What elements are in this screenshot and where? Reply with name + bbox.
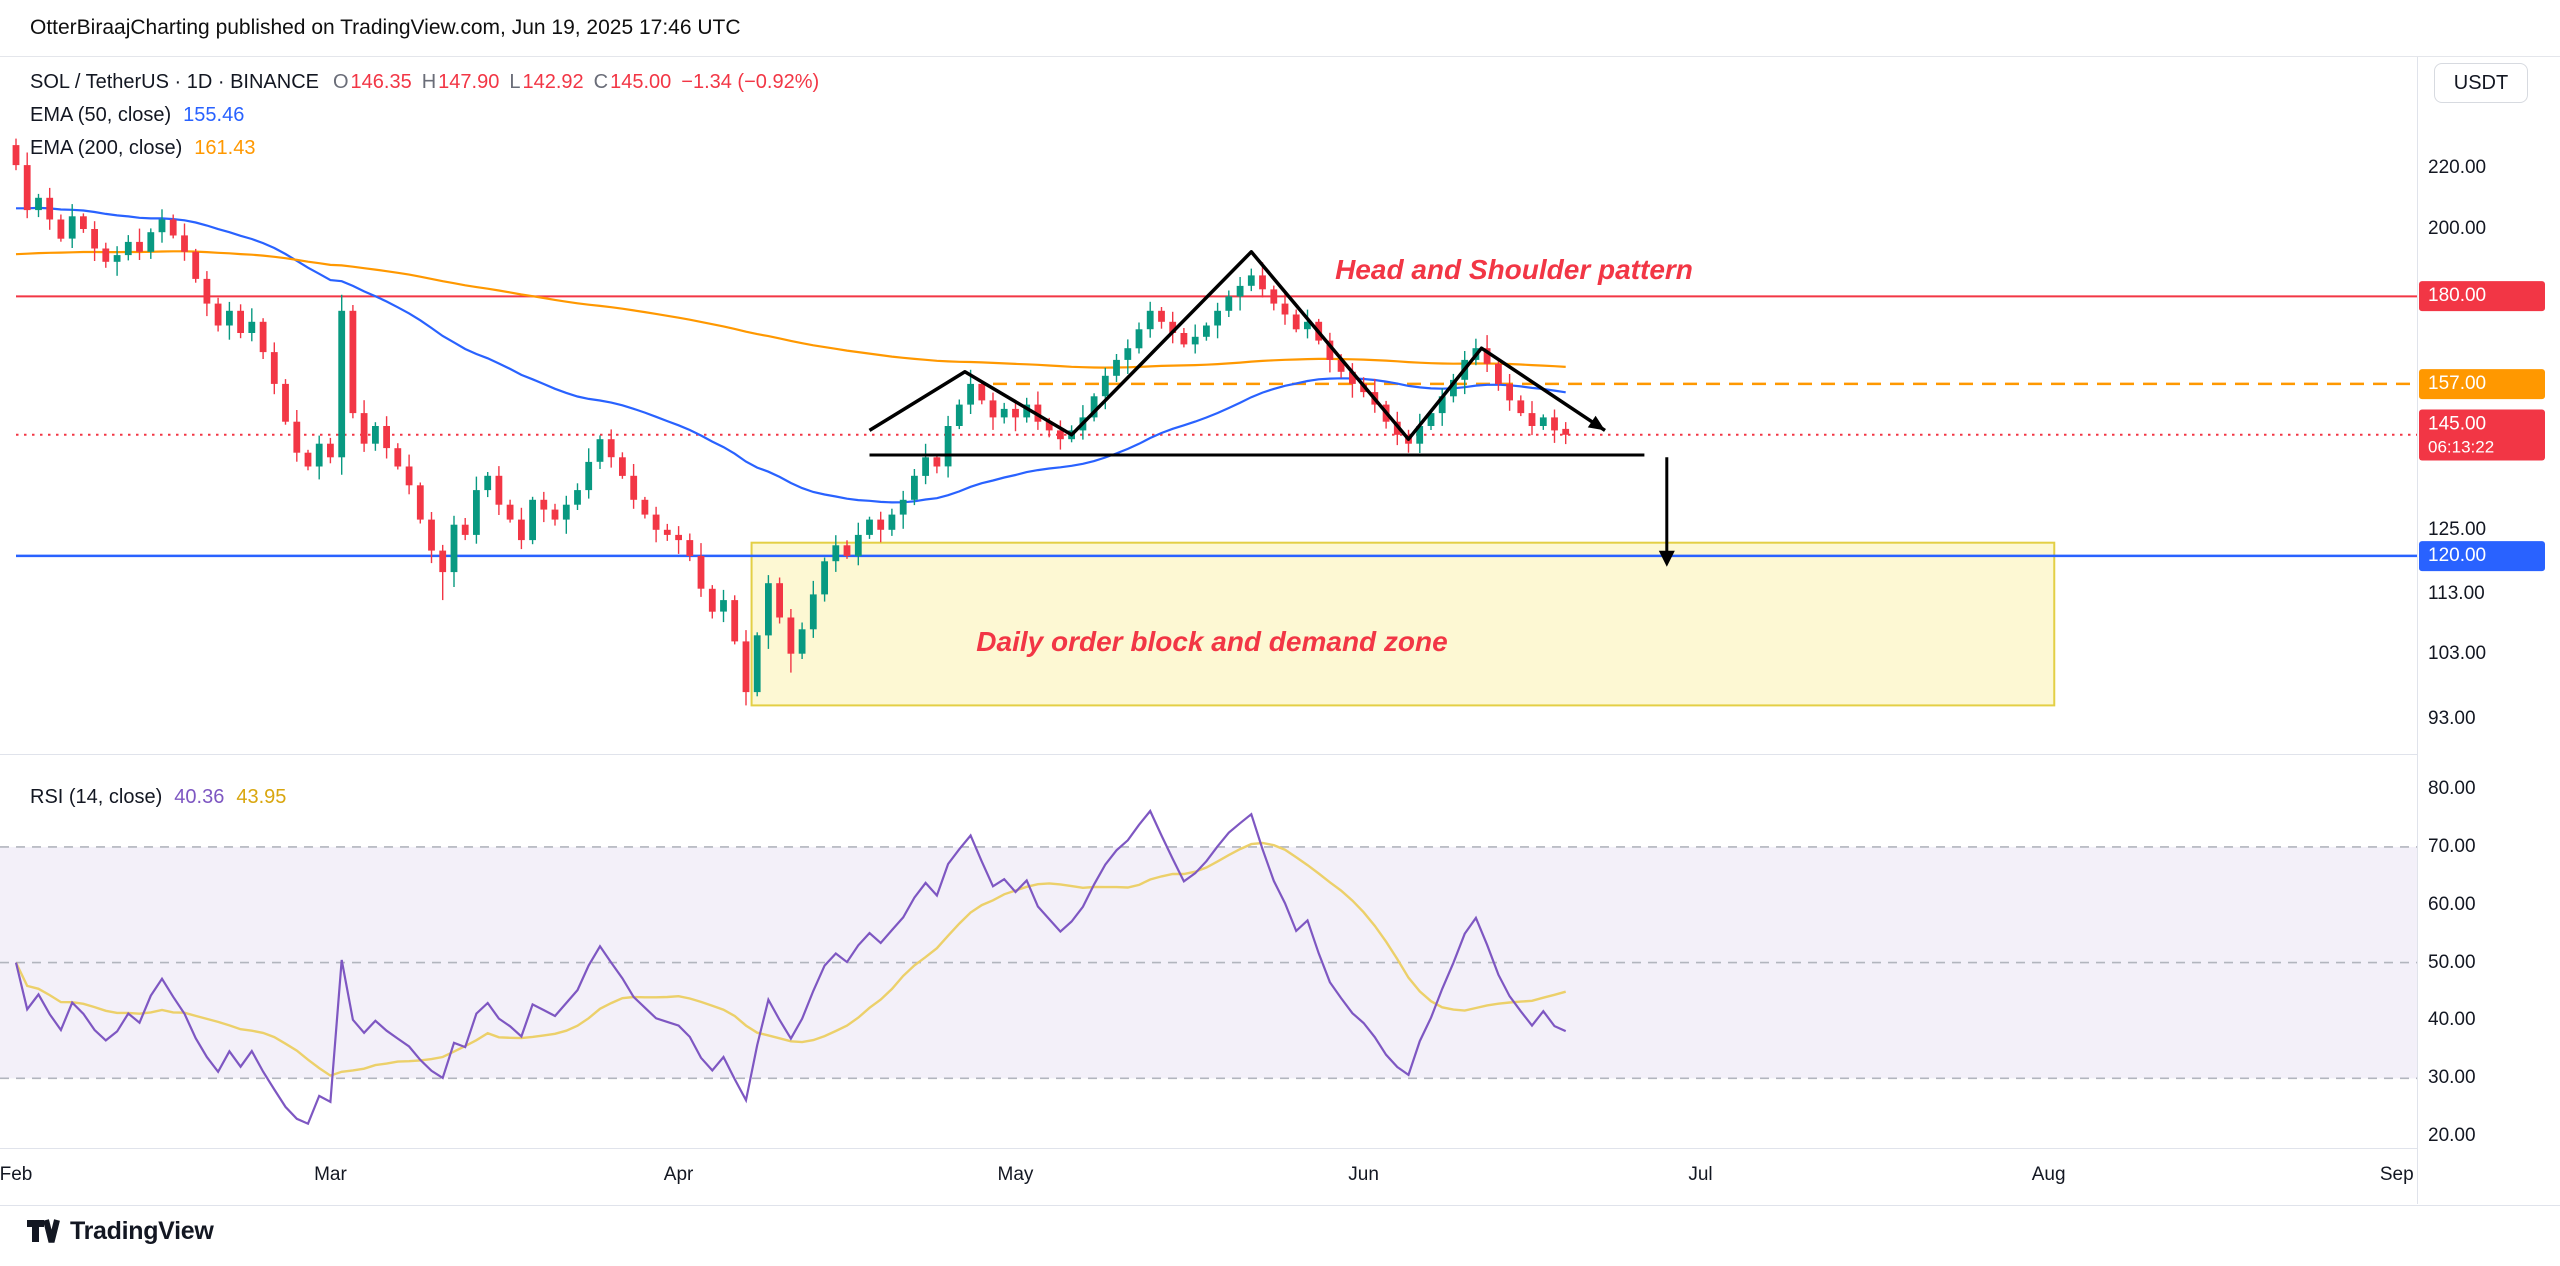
price-badge-145: 145.00 06:13:22: [2419, 409, 2545, 461]
ohlc-item-h: H 147.90: [421, 71, 500, 93]
attribution-bar: OtterBiraajCharting published on Trading…: [0, 0, 2560, 57]
rsi-axis-label-50: 50.00: [2428, 951, 2476, 973]
month-label-mar: Mar: [314, 1164, 347, 1185]
rsi-axis-label-20: 20.00: [2428, 1125, 2476, 1147]
ema200-label: EMA (200, close): [30, 137, 183, 159]
rsi-axis-label-40: 40.00: [2428, 1009, 2476, 1031]
rsi-label: RSI (14, close): [30, 786, 163, 808]
ema200-row[interactable]: EMA (200, close) 161.43: [30, 132, 819, 165]
rsi-ma-value: 43.95: [236, 786, 287, 808]
price-label-220: 220.00: [2428, 157, 2487, 178]
rsi-value: 40.36: [174, 786, 225, 808]
symbol-row[interactable]: SOL / TetherUS · 1D · BINANCE O 146.35 H 14…: [30, 66, 819, 99]
month-label-feb: Feb: [0, 1164, 33, 1185]
demand-zone: [750, 541, 2056, 707]
ema50-label: EMA (50, close): [30, 104, 172, 126]
rsi-line: [14, 808, 1567, 1126]
price-axis[interactable]: USDT 220.00 200.00 180.00 157.00 145.00 06:13…: [2417, 57, 2560, 1204]
month-label-apr: Apr: [663, 1164, 694, 1185]
tradingview-logo-icon: [27, 1219, 60, 1243]
price-label-103: 103.00: [2428, 642, 2487, 664]
chart-legend: SOL / TetherUS · 1D · BINANCE O 146.35 H 14…: [30, 66, 819, 165]
month-label-jul: Jul: [1688, 1164, 1713, 1185]
time-axis[interactable]: Feb Mar Apr May Jun Jul Aug Sep: [0, 1148, 2560, 1206]
rsi-axis-label-30: 30.00: [2428, 1067, 2476, 1089]
tradingview-footer-link[interactable]: TradingView: [26, 1216, 214, 1246]
month-label-jun: Jun: [1348, 1164, 1379, 1185]
price-badge-157: 157.00: [2419, 369, 2545, 399]
month-label-may: May: [997, 1164, 1034, 1185]
rsi-panel-svg: [0, 808, 2417, 1126]
rsi-legend[interactable]: RSI (14, close) 40.36 43.95: [30, 781, 286, 814]
price-chart-canvas[interactable]: [0, 57, 2417, 755]
rsi-ma-line: [14, 841, 1567, 1077]
price-panel-svg: [12, 138, 2417, 707]
change-value: −1.34 (−0.92%): [681, 71, 820, 93]
ohlc-item-l: L 142.92: [509, 71, 584, 93]
rsi-axis-label-80: 80.00: [2428, 778, 2476, 799]
ema50-value: 155.46: [183, 104, 245, 126]
ema200-value: 161.43: [194, 137, 256, 159]
horizontal-price-lines: [16, 295, 2417, 558]
month-label-aug: Aug: [2031, 1164, 2066, 1185]
ohlc-item-o: O 146.35: [332, 71, 412, 93]
ema50-row[interactable]: EMA (50, close) 155.46: [30, 99, 819, 132]
price-label-125: 125.00: [2428, 518, 2487, 540]
price-badge-180: 180.00: [2419, 281, 2545, 312]
panel-separator: [0, 754, 2560, 755]
ema-200-line: [15, 250, 1566, 369]
order-block-annotation: Daily order block and demand zone: [976, 626, 1448, 657]
attribution-text: OtterBiraajCharting published on Trading…: [30, 16, 741, 39]
tradingview-brand-text: TradingView: [70, 1216, 214, 1245]
price-label-113: 113.00: [2428, 583, 2485, 605]
rsi-axis-label-70: 70.00: [2428, 835, 2476, 857]
rsi-axis-label-60: 60.00: [2428, 893, 2476, 915]
month-label-sep: Sep: [2379, 1164, 2414, 1185]
price-label-200: 200.00: [2428, 217, 2487, 239]
price-badge-120: 120.00: [2419, 541, 2545, 571]
head-shoulders-annotation: Head and Shoulder pattern: [1335, 254, 1693, 285]
rsi-level-lines: [0, 846, 2417, 1080]
head-shoulders-pattern-drawing: [868, 250, 1675, 567]
currency-toggle-button[interactable]: USDT: [2434, 63, 2528, 103]
price-label-93: 93.00: [2428, 708, 2476, 730]
symbol-title: SOL / TetherUS · 1D · BINANCE: [30, 71, 319, 93]
ema-50-line: [16, 206, 1566, 504]
rsi-chart-canvas[interactable]: [0, 755, 2417, 1148]
ohlc-item-c: C 145.00: [593, 71, 672, 93]
ohlc-values: O 146.35 H 147.90 L 142.92 C 145.00: [333, 71, 671, 94]
